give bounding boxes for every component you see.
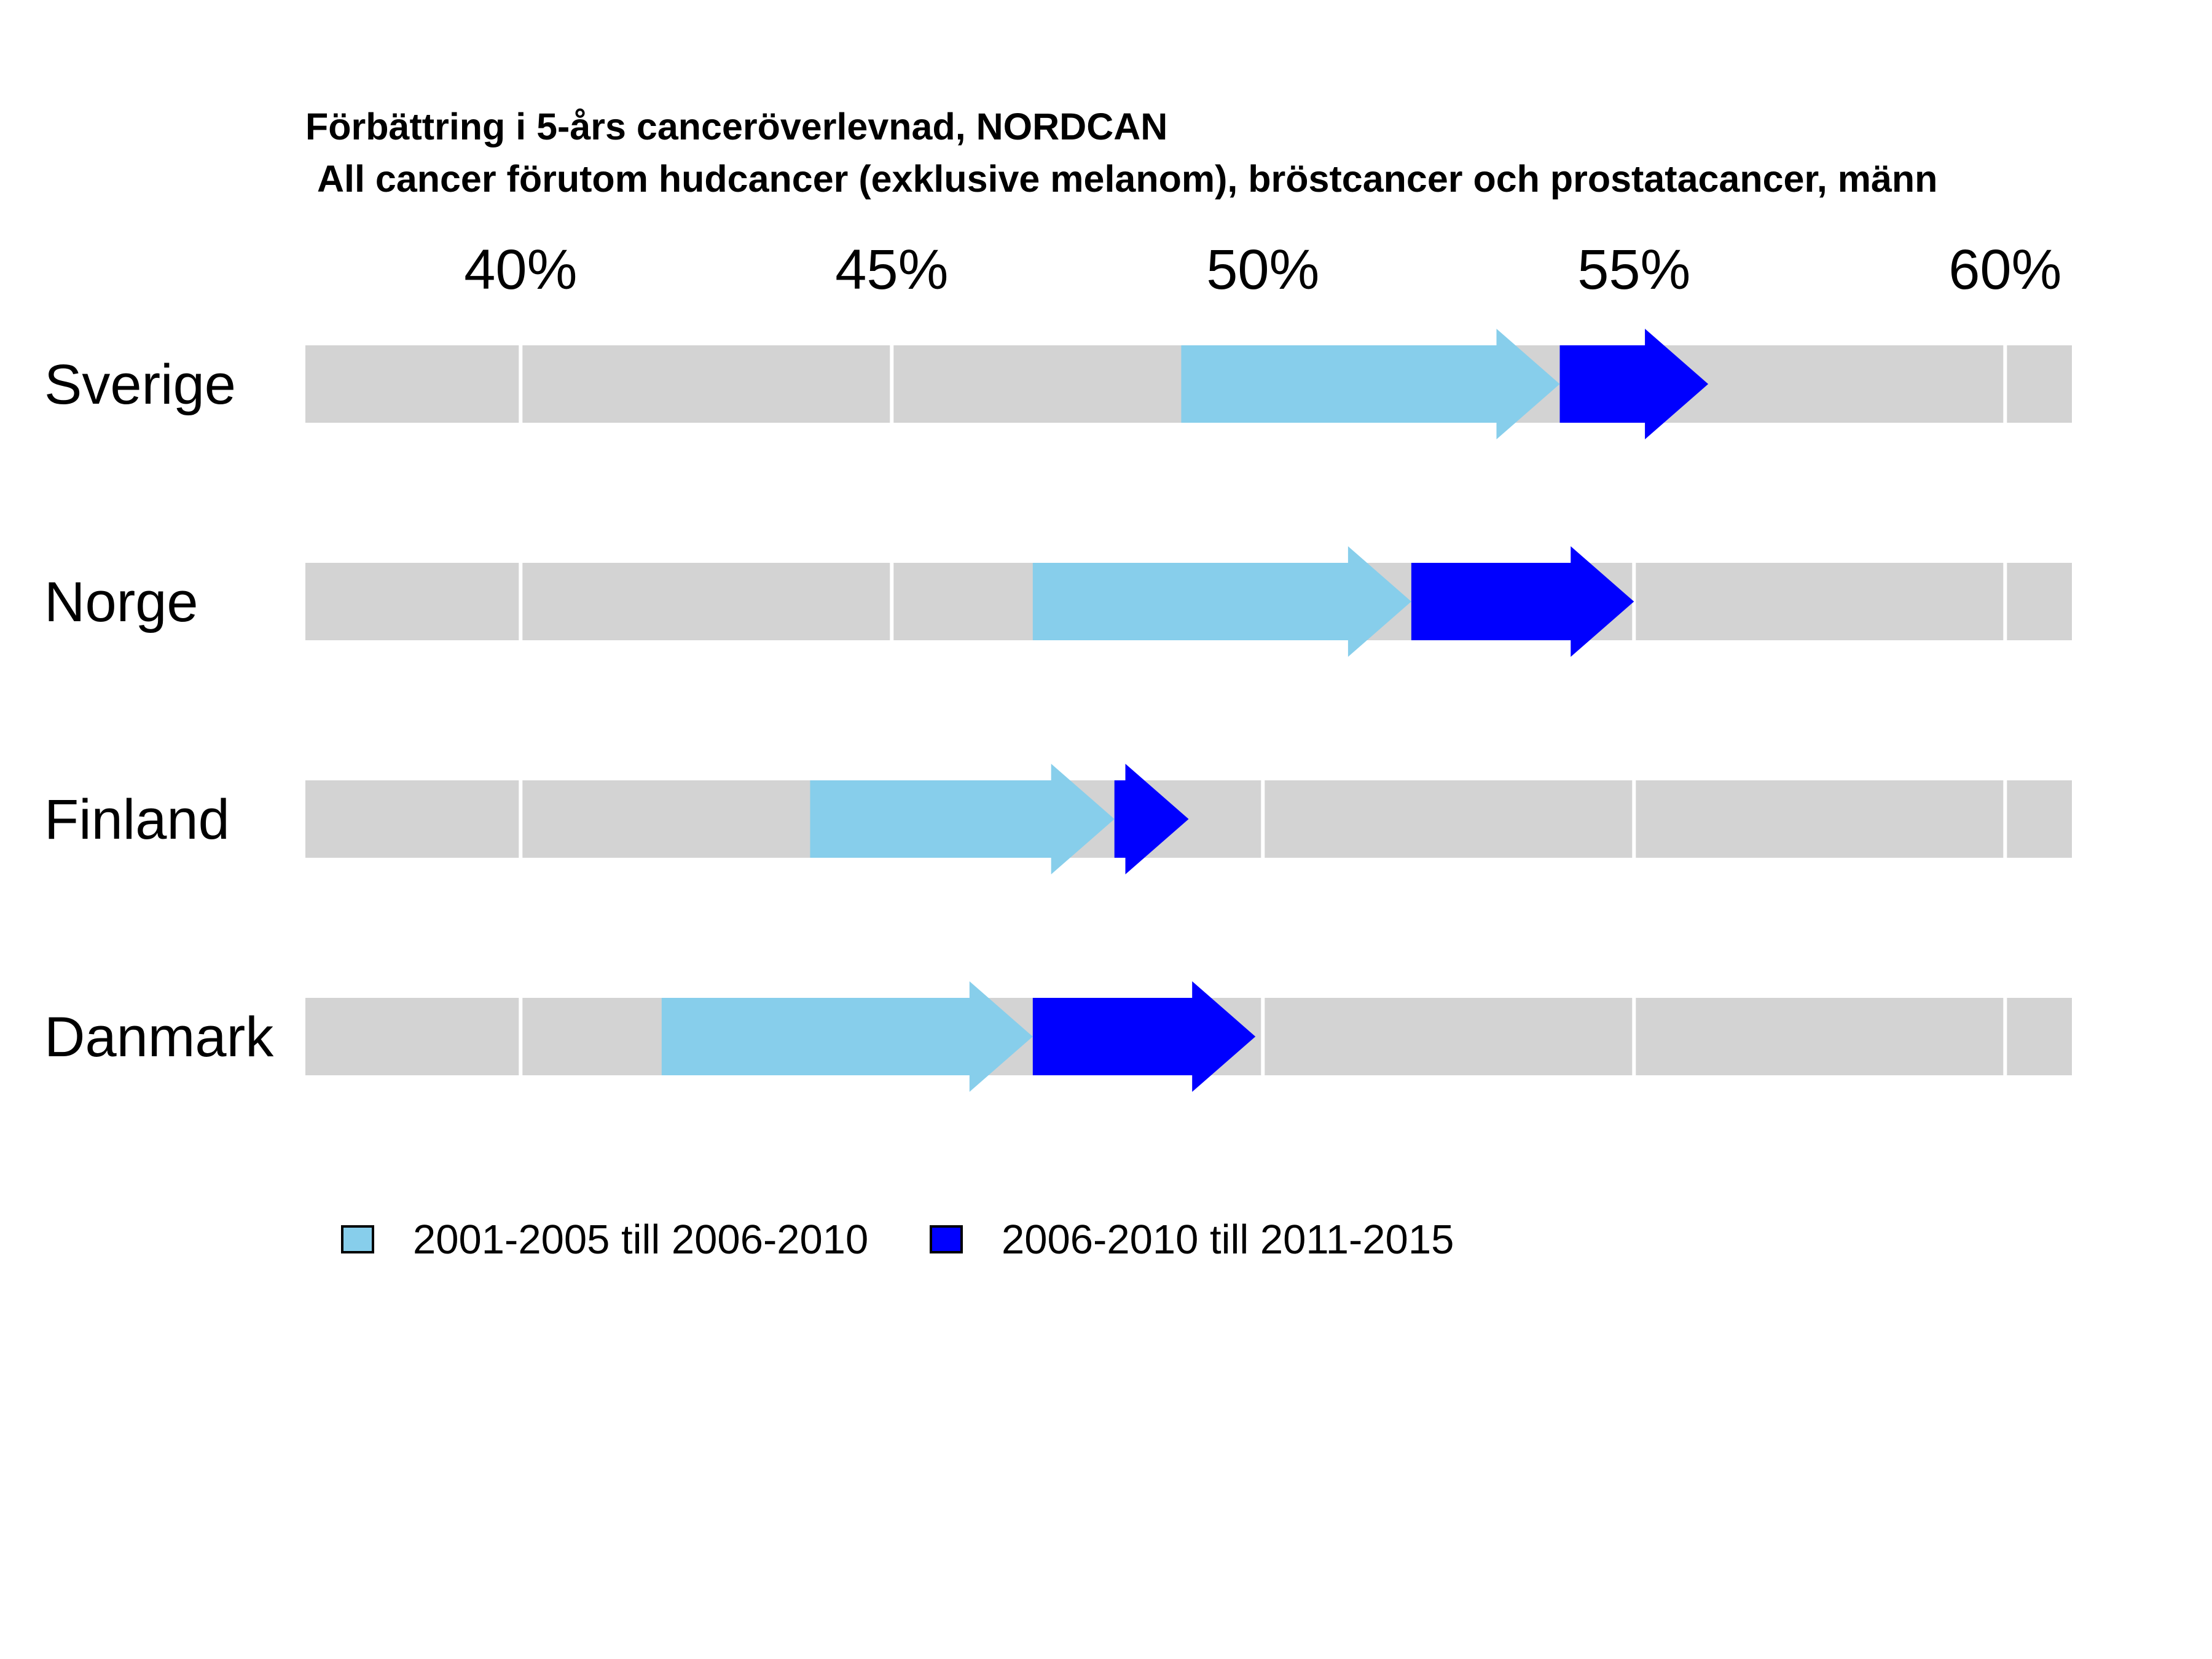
category-label: Danmark (44, 1006, 274, 1069)
legend-label: 2001-2005 till 2006-2010 (413, 1217, 868, 1263)
legend: 2001-2005 till 2006-2010 2006-2010 till 2… (341, 1217, 1454, 1263)
category-label: Norge (44, 571, 198, 633)
legend-label: 2006-2010 till 2011-2015 (1002, 1217, 1454, 1263)
chart-title: Förbättring i 5-års canceröverlevnad, NO… (305, 106, 1167, 147)
arrow-mark (1032, 981, 1256, 1092)
x-tick-label: 45% (835, 238, 948, 301)
x-tick-label: 55% (1577, 238, 1690, 301)
category-label: Sverige (44, 353, 236, 416)
x-tick-label: 60% (1948, 238, 2061, 301)
arrow-mark (1559, 329, 1709, 439)
row-norge: Norge (44, 546, 2072, 657)
arrow-mark (661, 981, 1033, 1092)
category-rows: Sverige Norge Finland Danmark (44, 329, 2072, 1092)
chart-subtitle: All cancer förutom hudcancer (exklusive … (317, 158, 1937, 200)
arrow-mark (1032, 546, 1411, 657)
arrow-mark (1114, 764, 1189, 874)
arrow-mark (1181, 329, 1560, 439)
arrow-mark (1411, 546, 1634, 657)
row-finland: Finland (44, 764, 2072, 874)
legend-swatch (930, 1225, 963, 1253)
row-danmark: Danmark (44, 981, 2072, 1092)
legend-swatch (341, 1225, 374, 1253)
x-tick-label: 50% (1206, 238, 1319, 301)
arrow-mark (810, 764, 1115, 874)
category-label: Finland (44, 788, 230, 851)
row-sverige: Sverige (44, 329, 2072, 439)
x-tick-label: 40% (464, 238, 577, 301)
x-tick-labels: 40% 45% 50% 55% 60% (464, 238, 2061, 301)
